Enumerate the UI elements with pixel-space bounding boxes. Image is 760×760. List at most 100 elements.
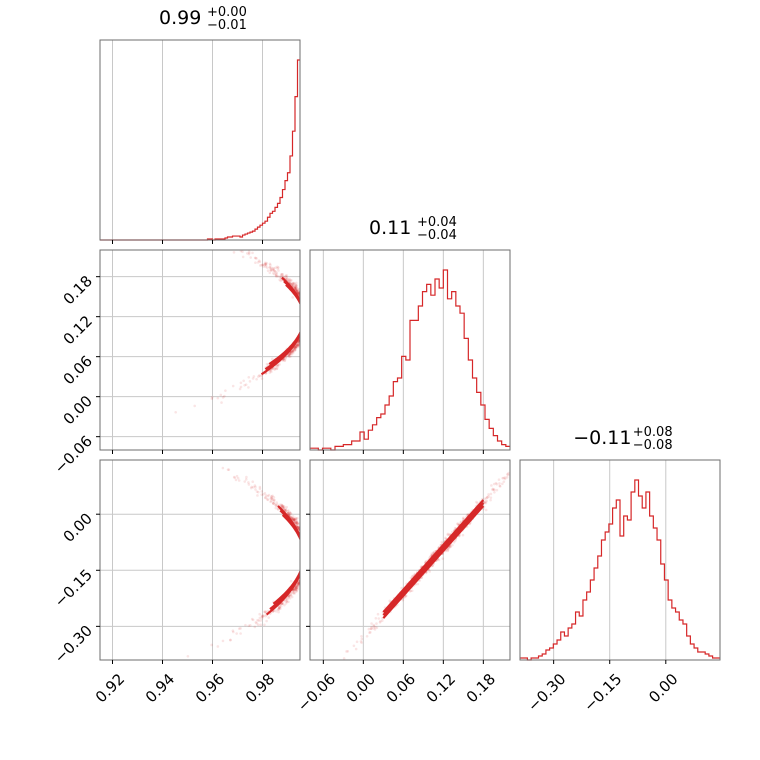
- sample-point: [305, 543, 308, 546]
- sample-point: [449, 545, 452, 549]
- panel-background: [100, 40, 300, 240]
- sample-point: [304, 330, 307, 333]
- sample-point: [305, 325, 308, 328]
- sample-point: [302, 296, 305, 299]
- sample-point: [296, 343, 300, 347]
- sample-point: [295, 586, 298, 590]
- sample-point: [295, 343, 299, 347]
- x-tick-label: −0.15: [580, 670, 625, 715]
- sample-point: [446, 533, 450, 537]
- sample-point: [260, 490, 264, 493]
- sample-point: [305, 304, 308, 307]
- sample-point: [261, 614, 265, 618]
- sample-point: [305, 305, 308, 308]
- sample-point: [305, 560, 308, 563]
- sample-point: [305, 565, 308, 568]
- sample-point: [300, 295, 303, 298]
- sample-point: [216, 645, 220, 648]
- sample-point: [305, 330, 308, 333]
- sample-point: [304, 331, 307, 334]
- sample-point: [305, 306, 308, 309]
- sample-point: [304, 303, 307, 306]
- sample-point: [302, 335, 305, 338]
- sample-point: [297, 527, 300, 530]
- sample-point: [300, 292, 303, 295]
- sample-point: [305, 331, 308, 334]
- contour-line: [382, 499, 485, 613]
- sample-point: [301, 575, 304, 578]
- sample-point: [290, 351, 293, 355]
- sample-point: [258, 485, 262, 489]
- sample-point: [300, 582, 303, 585]
- sample-point: [304, 326, 307, 329]
- sample-point: [303, 300, 306, 303]
- sample-point: [305, 564, 308, 567]
- sample-point: [305, 314, 308, 317]
- sample-point: [301, 296, 304, 299]
- sample-point: [303, 331, 306, 334]
- sample-point: [285, 505, 289, 509]
- x-tick-label: 0.06: [383, 670, 419, 706]
- sample-point: [304, 327, 307, 330]
- sample-point: [303, 571, 306, 574]
- sample-point: [303, 576, 306, 579]
- sample-point: [303, 540, 306, 543]
- sample-point: [302, 533, 305, 536]
- sample-point: [263, 491, 267, 495]
- sample-point: [293, 517, 297, 521]
- sample-point: [288, 355, 291, 358]
- sample-point: [303, 570, 306, 573]
- sample-point: [301, 336, 304, 339]
- sample-point: [292, 588, 296, 592]
- sample-point: [261, 615, 265, 618]
- sample-point: [269, 500, 272, 504]
- sample-point: [304, 326, 307, 329]
- sample-point: [301, 574, 304, 577]
- sample-point: [304, 332, 307, 335]
- sample-point: [305, 309, 308, 312]
- sample-point: [295, 520, 298, 524]
- sample-point: [304, 331, 307, 334]
- sample-point: [476, 501, 479, 505]
- sample-point: [303, 537, 306, 540]
- sample-point: [277, 266, 280, 269]
- sample-point: [345, 661, 348, 664]
- sample-point: [271, 502, 275, 505]
- sample-point: [303, 540, 306, 543]
- sample-point: [304, 540, 307, 543]
- sample-point: [305, 328, 308, 331]
- sample-point: [305, 553, 308, 556]
- sample-point: [305, 322, 308, 325]
- sample-point: [300, 335, 303, 338]
- sample-point: [305, 311, 308, 314]
- sample-point: [305, 307, 308, 310]
- sample-point: [303, 526, 306, 529]
- sample-point: [294, 346, 298, 349]
- sample-point: [281, 273, 284, 276]
- sample-point: [303, 539, 306, 542]
- sample-point: [305, 572, 308, 575]
- sample-point: [304, 563, 307, 566]
- sample-point: [297, 290, 300, 293]
- sample-point: [288, 510, 292, 514]
- sample-point: [304, 303, 307, 306]
- sample-point: [302, 299, 305, 302]
- sample-point: [305, 550, 308, 553]
- sample-point: [303, 569, 306, 572]
- sample-point: [304, 303, 307, 306]
- sample-point: [305, 539, 308, 542]
- sample-point: [305, 564, 308, 567]
- sample-point: [301, 297, 304, 300]
- sample-point: [303, 300, 306, 303]
- sample-point: [296, 287, 300, 291]
- sample-point: [302, 537, 305, 540]
- sample-point: [295, 517, 298, 521]
- sample-point: [256, 618, 259, 622]
- sample-point: [400, 586, 403, 590]
- sample-point: [303, 328, 306, 331]
- sample-point: [456, 522, 459, 526]
- sample-point: [304, 562, 307, 565]
- sample-point: [300, 296, 303, 299]
- sample-point: [305, 305, 308, 308]
- sample-point: [304, 304, 307, 307]
